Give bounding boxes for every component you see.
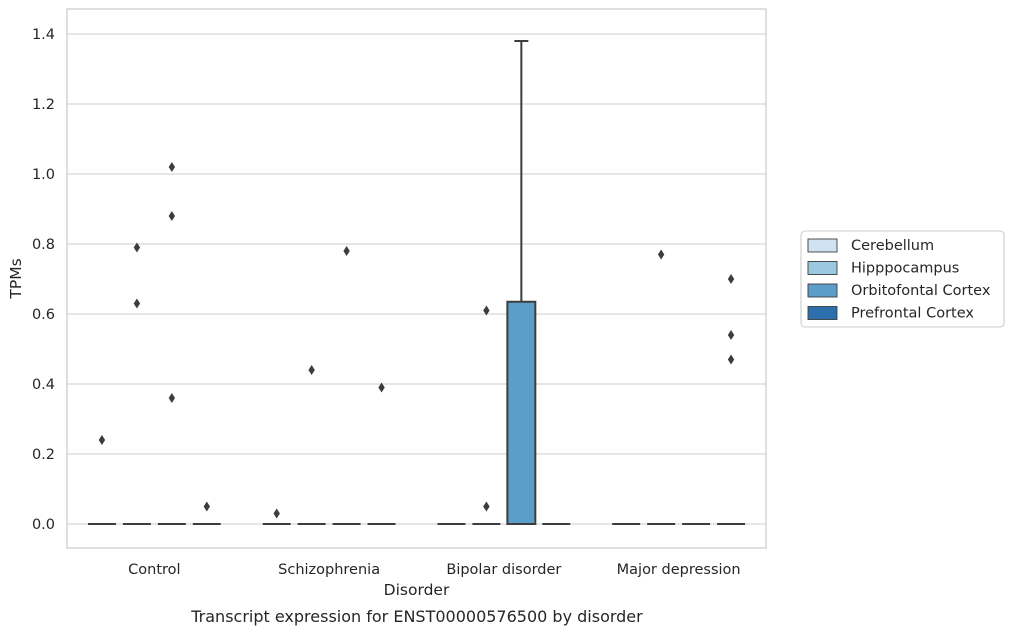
y-tick-label: 1.4 (32, 27, 55, 43)
outlier-point (168, 211, 176, 221)
outlier-point (343, 246, 350, 256)
box-group (367, 382, 396, 525)
legend-swatch (807, 306, 838, 320)
box (506, 300, 537, 525)
outlier-point (133, 242, 141, 253)
box-group (157, 162, 186, 525)
outlier-point (203, 501, 210, 512)
box-group (297, 365, 326, 525)
y-axis-label: TPMs (7, 258, 25, 299)
box-group (647, 249, 676, 525)
legend-label: Orbitofontal Cortex (851, 283, 991, 299)
outlier-point (273, 508, 280, 519)
legend-label: Prefrontal Cortex (851, 306, 974, 322)
y-tick-label: 0.2 (32, 447, 55, 463)
box-group (717, 274, 746, 525)
outlier-point (168, 393, 176, 403)
x-tick-label: Bipolar disorder (446, 562, 561, 578)
x-axis-ticks: Control Schizophrenia Bipolar disorder Majo… (128, 562, 740, 578)
y-tick-label: 0.0 (32, 517, 55, 533)
legend-swatch (807, 261, 838, 275)
y-tick-label: 0.4 (32, 377, 55, 393)
outlier-point (98, 435, 106, 445)
box-group (506, 40, 537, 525)
outlier-point (378, 382, 385, 393)
box-group (262, 508, 291, 525)
y-tick-label: 0.6 (32, 307, 55, 323)
outlier-point (168, 162, 176, 172)
outlier-point (727, 330, 735, 340)
y-tick-label: 0.8 (32, 237, 55, 253)
box-group (332, 246, 361, 525)
legend-label: Hipppocampus (851, 261, 959, 277)
outlier-point (133, 298, 141, 309)
chart-marks (87, 40, 746, 525)
box-group (122, 242, 151, 525)
outlier-point (483, 305, 490, 316)
legend-swatch (807, 238, 838, 253)
legend-frame (800, 230, 1005, 328)
legend: Cerebellum Hipppocampus Orbitofontal Corte… (800, 230, 1005, 328)
x-axis-label: Disorder (384, 581, 450, 599)
legend-swatch (807, 283, 838, 298)
legend-label: Cerebellum (851, 238, 934, 254)
box-group (472, 305, 501, 525)
y-axis-ticks: 0.0 0.2 0.4 0.6 0.8 1.0 1.2 1.4 (32, 27, 55, 533)
outlier-point (657, 249, 665, 260)
x-tick-label: Major depression (617, 562, 741, 578)
chart-caption: Transcript expression for ENST0000057650… (190, 607, 643, 626)
plot-area (66, 8, 767, 549)
x-tick-label: Control (128, 562, 180, 578)
y-tick-label: 1.0 (32, 167, 55, 183)
box-group (87, 435, 116, 525)
outlier-point (727, 354, 735, 365)
y-tick-label: 1.2 (32, 97, 55, 113)
box-group (192, 501, 221, 525)
x-tick-label: Schizophrenia (278, 562, 380, 578)
outlier-point (727, 274, 735, 284)
outlier-point (483, 501, 490, 512)
outlier-point (308, 365, 315, 375)
y-gridlines (67, 33, 766, 525)
